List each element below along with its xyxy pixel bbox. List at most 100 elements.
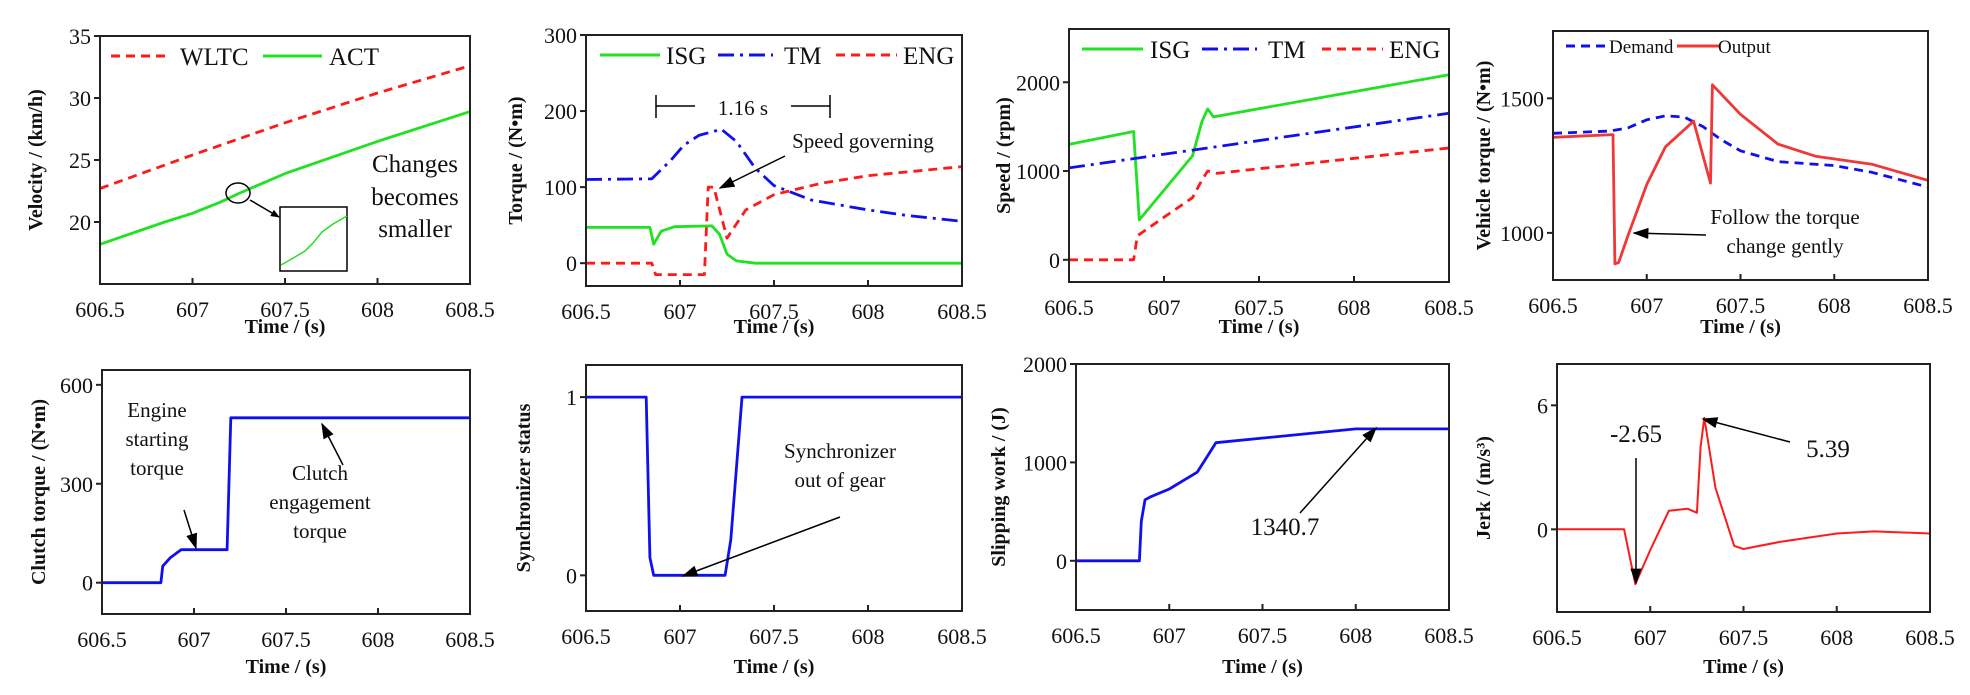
annotation-arrow	[1632, 227, 1707, 239]
y-tick-label: 100	[544, 175, 577, 200]
series-line-synchronizer-status	[586, 395, 962, 577]
x-tick-label: 608	[1339, 623, 1372, 648]
x-tick-label: 608.5	[445, 627, 495, 652]
x-tick-label: 608.5	[1903, 293, 1953, 318]
x-tick-label: 607	[1153, 623, 1186, 648]
x-tick-label: 608	[852, 299, 885, 324]
y-tick-label: 35	[69, 24, 91, 49]
x-tick-label: 608	[1818, 293, 1851, 318]
x-tick-label: 608	[1820, 625, 1853, 650]
y-tick-label: 1000	[1016, 159, 1060, 184]
x-tick-label: 608.5	[1424, 295, 1474, 320]
x-axis-title: Time / (s)	[1222, 656, 1303, 678]
annotation-text: change gently	[1726, 234, 1844, 258]
x-tick-label: 607.5	[261, 627, 311, 652]
chart-clutch-torque: 606.5 607 607.5 608 608.5 0 300 600 Time / (s) Cl…	[28, 369, 495, 678]
series-line-isg	[586, 224, 962, 265]
x-tick-label: 608	[361, 297, 394, 322]
series-line-wltc	[99, 64, 471, 190]
y-tick-label: 2000	[1016, 70, 1060, 95]
series-line-tm	[1068, 111, 1450, 170]
y-tick-label: 600	[60, 373, 93, 398]
x-tick-label: 608.5	[937, 624, 987, 649]
series-line-output	[1552, 83, 1929, 266]
chart-vehicle-torque: 606.5 607 607.5 608 608.5 1000 1500 Time / (s) V…	[1473, 30, 1953, 338]
annotation-arrow	[1701, 417, 1791, 443]
x-tick-label: 606.5	[561, 299, 611, 324]
annotation-text: 5.39	[1806, 436, 1850, 463]
legend-label: ENG	[903, 43, 954, 70]
legend-label: TM	[1268, 37, 1306, 64]
legend-label: ISG	[666, 43, 706, 70]
legend: ISG TM ENG	[1082, 37, 1440, 64]
x-axis-title: Time / (s)	[246, 656, 327, 678]
plot-frame	[585, 34, 963, 287]
annotation-text: Speed governing	[792, 129, 934, 153]
x-tick-label: 606.5	[1044, 295, 1094, 320]
legend-label: ACT	[329, 44, 379, 71]
annotation-text: smaller	[378, 216, 452, 243]
x-tick-label: 606.5	[75, 297, 125, 322]
legend: ISG TM ENG	[600, 43, 954, 70]
plot-frame	[1068, 28, 1450, 283]
legend-label: Output	[1718, 37, 1772, 58]
y-tick-label: 200	[544, 99, 577, 124]
annotation-text: Clutch	[292, 461, 348, 485]
y-axis-title: Torque / (N•m)	[505, 96, 527, 224]
x-tick-label: 606.5	[77, 627, 127, 652]
x-tick-label: 607	[664, 624, 697, 649]
x-axis-title: Time / (s)	[1703, 656, 1784, 678]
y-axis-title: Speed / (rpm)	[993, 97, 1015, 214]
x-tick-label: 607	[1630, 293, 1663, 318]
x-tick-label: 607.5	[749, 624, 799, 649]
legend-label: ENG	[1389, 37, 1440, 64]
chart-speed: 606.5 607 607.5 608 608.5 0 1000 2000 Time / (s)…	[993, 28, 1474, 338]
annotation-text: 1340.7	[1251, 514, 1320, 541]
x-tick-label: 606.5	[1051, 623, 1101, 648]
zoom-circle	[225, 182, 251, 204]
annotation-text: Synchronizer	[784, 439, 896, 463]
chart-velocity: 606.5 607 607.5 608 608.5 20 25 30 35 Time / (s) V…	[25, 24, 495, 338]
legend-label: WLTC	[180, 44, 249, 71]
plot-frame	[1556, 363, 1931, 613]
annotation-text: -2.65	[1610, 421, 1662, 448]
duration-label: 1.16 s	[718, 96, 768, 120]
plot-frame	[1075, 363, 1450, 611]
y-axis-title: Synchronizer status	[513, 403, 535, 572]
x-tick-label: 606.5	[1528, 293, 1578, 318]
y-axis-title: Clutch torque / (N•m)	[28, 399, 50, 585]
y-tick-label: 0	[1537, 517, 1548, 542]
legend-label: Demand	[1609, 37, 1674, 58]
x-tick-label: 608.5	[1905, 625, 1955, 650]
y-tick-label: 1	[566, 385, 577, 410]
x-tick-label: 606.5	[1532, 625, 1582, 650]
annotation-arrow	[681, 516, 841, 577]
plot-frame	[585, 364, 963, 612]
series-line-jerk	[1557, 416, 1931, 586]
y-tick-label: 0	[566, 563, 577, 588]
annotation-text: starting	[126, 427, 189, 451]
series-line-demand	[1552, 114, 1929, 189]
x-tick-label: 606.5	[561, 624, 611, 649]
y-tick-label: 1500	[1500, 86, 1544, 111]
legend: Demand Output	[1566, 37, 1772, 58]
annotation-arrow	[183, 509, 198, 550]
chart-jerk: 606.5 607 607.5 608 608.5 0 6 Time / (s) Jerk / …	[1473, 363, 1955, 678]
annotation-text: Engine	[127, 398, 186, 422]
y-tick-label: 25	[69, 148, 91, 173]
x-axis-title: Time / (s)	[1700, 316, 1781, 338]
chart-synchronizer: 606.5 607 607.5 608 608.5 0 1 Time / (s) Synchro…	[513, 364, 987, 678]
legend: WLTC ACT	[111, 44, 379, 71]
annotation-text: becomes	[371, 184, 458, 211]
x-tick-label: 608.5	[1424, 623, 1474, 648]
annotation-arrow	[1299, 426, 1378, 514]
x-tick-label: 607	[178, 627, 211, 652]
inset-line	[280, 215, 348, 266]
annotation-text: torque	[130, 456, 184, 480]
x-tick-label: 607.5	[260, 297, 310, 322]
x-tick-label: 607.5	[1716, 293, 1766, 318]
y-tick-label: 0	[1049, 248, 1060, 273]
annotation-text: out of gear	[795, 468, 886, 492]
x-tick-label: 608.5	[445, 297, 495, 322]
